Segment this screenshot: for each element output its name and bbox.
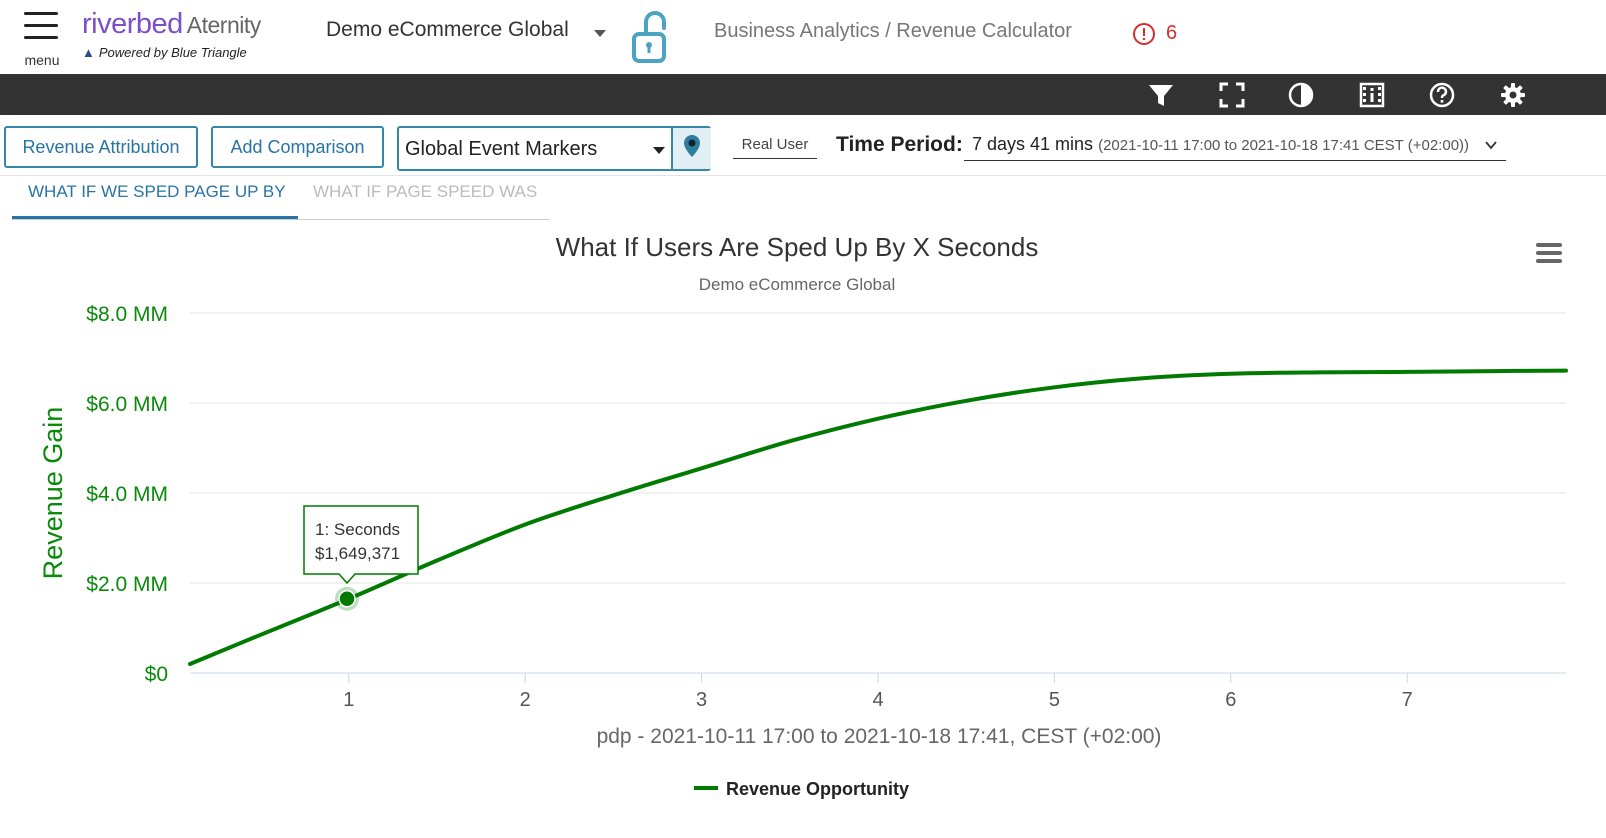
time-period-range: (2021-10-11 17:00 to 2021-10-18 17:41 CE…	[1098, 137, 1470, 154]
map-pin-icon	[684, 135, 700, 157]
tab-page-speed-was[interactable]: WHAT IF PAGE SPEED WAS	[313, 182, 538, 201]
chart-subtitle: Demo eCommerce Global	[699, 275, 896, 294]
unlock-icon[interactable]	[626, 8, 672, 66]
brand-name: riverbed	[82, 8, 183, 40]
tab-sped-up-by[interactable]: WHAT IF WE SPED PAGE UP BY	[28, 182, 286, 201]
site-selector[interactable]: Demo eCommerce Global	[326, 18, 569, 41]
x-tick-label: 3	[696, 689, 707, 711]
y-tick-label: $8.0 MM	[86, 303, 168, 326]
top-header: menu riverbed Aternity ▲ Powered by Blue T…	[0, 0, 1606, 74]
chart-title: What If Users Are Sped Up By X Seconds	[556, 232, 1039, 262]
hamburger-icon	[24, 12, 58, 15]
tooltip-value: $1,649,371	[315, 544, 400, 563]
x-tick-label: 4	[872, 689, 883, 711]
film-info-icon[interactable]	[1358, 81, 1386, 109]
real-user-select[interactable]: Real User	[733, 136, 817, 159]
time-period-select[interactable]: 7 days 41 mins (2021-10-11 17:00 to 2021…	[964, 134, 1506, 161]
x-tick-label: 6	[1225, 689, 1236, 711]
site-selector-caret-icon[interactable]	[594, 30, 606, 37]
add-comparison-button[interactable]: Add Comparison	[211, 126, 384, 168]
y-axis-label: Revenue Gain	[38, 407, 68, 580]
event-markers-select[interactable]: Global Event Markers	[397, 126, 711, 171]
hamburger-icon-bar	[24, 24, 58, 27]
menu-button[interactable]: menu	[22, 10, 62, 68]
hover-point[interactable]	[338, 590, 356, 608]
contrast-icon[interactable]	[1287, 81, 1315, 109]
map-pin-button[interactable]	[671, 128, 711, 169]
x-tick-label: 5	[1049, 689, 1060, 711]
tooltip-label: 1: Seconds	[315, 520, 400, 539]
time-period-label: Time Period:	[836, 133, 963, 156]
legend-item-revenue-opportunity[interactable]: Revenue Opportunity	[726, 779, 909, 799]
blue-triangle-icon: ▲	[82, 45, 95, 60]
revenue-chart: What If Users Are Sped Up By X Seconds De…	[38, 232, 1568, 799]
settings-icon[interactable]	[1499, 81, 1527, 109]
brand-logo[interactable]: riverbed Aternity ▲ Powered by Blue Triang…	[82, 6, 302, 68]
x-tick-label: 1	[343, 689, 354, 711]
chart-menu-icon	[1536, 243, 1562, 247]
help-icon[interactable]	[1428, 81, 1456, 109]
x-tick-label: 2	[520, 689, 531, 711]
control-row: Revenue Attribution Add Comparison Globa…	[0, 115, 1606, 176]
y-tick-label: $6.0 MM	[86, 393, 168, 416]
time-period-value: 7 days 41 mins	[972, 134, 1094, 154]
chart-menu-icon-bar	[1536, 259, 1562, 263]
filter-icon[interactable]	[1147, 81, 1175, 109]
revenue-attribution-button[interactable]: Revenue Attribution	[4, 126, 198, 168]
brand-product: Aternity	[186, 12, 261, 38]
y-tick-label: $4.0 MM	[86, 483, 168, 506]
toolbar	[0, 74, 1606, 115]
x-axis-label: pdp - 2021-10-11 17:00 to 2021-10-18 17:…	[597, 725, 1162, 748]
chevron-down-icon	[653, 147, 665, 154]
active-tab-indicator	[12, 216, 298, 219]
alert-icon[interactable]	[1132, 22, 1156, 46]
chart-menu-icon-bar	[1536, 251, 1562, 255]
y-tick-label: $2.0 MM	[86, 573, 168, 596]
hamburger-icon-bar	[24, 36, 58, 39]
chart-menu-button[interactable]	[1536, 241, 1564, 265]
y-tick-label: $0	[145, 663, 168, 686]
fullscreen-icon[interactable]	[1218, 81, 1246, 109]
menu-label: menu	[24, 52, 60, 68]
powered-by: Powered by Blue Triangle	[98, 45, 247, 60]
event-markers-value: Global Event Markers	[405, 138, 598, 160]
tab-bar: WHAT IF WE SPED PAGE UP BY WHAT IF PAGE …	[12, 176, 550, 220]
chevron-down-icon	[1485, 141, 1497, 150]
breadcrumb: Business Analytics / Revenue Calculator	[714, 20, 1072, 42]
alert-count[interactable]: 6	[1166, 22, 1178, 44]
x-tick-label: 7	[1402, 689, 1413, 711]
tooltip-box	[303, 505, 419, 585]
